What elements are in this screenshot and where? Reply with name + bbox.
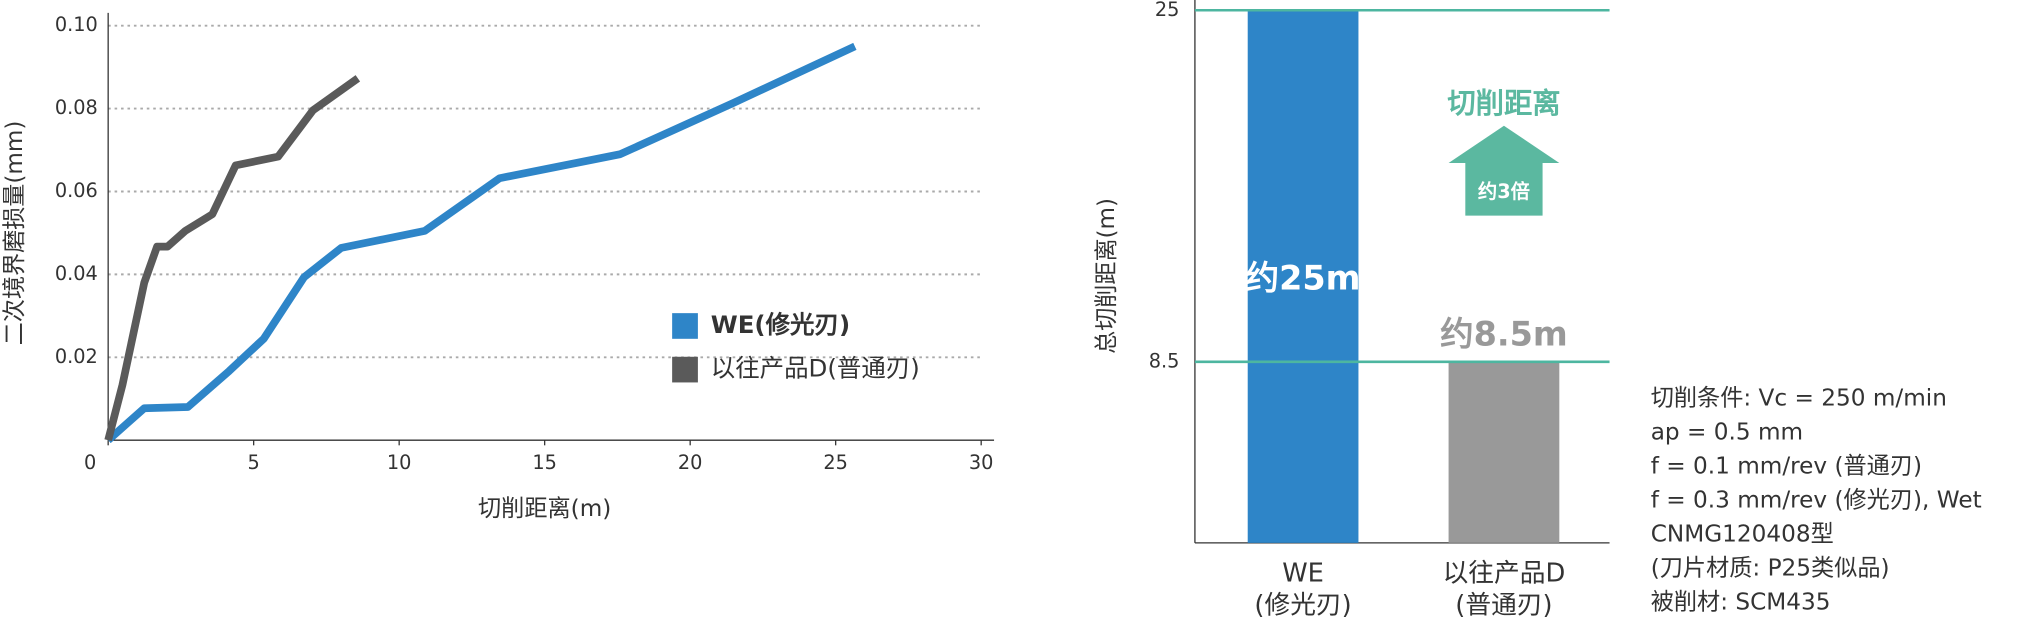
data-line: [104, 75, 361, 442]
note: (刀片材质: P25类似品): [1651, 556, 1890, 582]
x-tick-label: 20: [678, 451, 703, 474]
x-tick-label: 15: [532, 451, 557, 474]
note: CNMG120408型: [1651, 522, 1834, 548]
x-tick-label: 以往产品D (普通刃): [1443, 558, 1566, 620]
y-tick-label: 25: [1155, 0, 1180, 21]
x-tick-label: 30: [969, 451, 994, 474]
bar: [1448, 361, 1560, 543]
note: 切削条件: Vc = 250 m/min: [1651, 386, 1947, 412]
y-tick-label: 0.04: [55, 262, 98, 285]
bar: [1247, 10, 1359, 543]
x-axis-label: 切削距离(m): [478, 496, 611, 522]
y-axis-label: 总切削距离(m): [1094, 198, 1120, 354]
annotation-title: 切削距离: [1447, 87, 1560, 120]
legend-label: 以往产品D(普通刃): [711, 354, 920, 383]
note: ap = 0.5 mm: [1651, 420, 1803, 446]
legend-swatch: [672, 313, 698, 339]
y-tick-label: 8.5: [1149, 349, 1180, 372]
legend-label: WE(修光刃): [711, 310, 850, 339]
y-axis-label: 二次境界磨损量(mm): [2, 121, 28, 346]
arrow: [1448, 125, 1560, 216]
y-tick-label: 0.10: [55, 13, 98, 36]
y-tick-label: 0.06: [55, 179, 98, 202]
value-label: 约25m: [1246, 258, 1361, 297]
x-tick-label: 0: [84, 451, 96, 474]
x-tick-label: 5: [248, 451, 260, 474]
note: 被削材: SCM435: [1651, 590, 1831, 616]
note: f = 0.3 mm/rev (修光刃), Wet: [1651, 488, 1982, 514]
x-tick-label: 25: [823, 451, 848, 474]
data-line: [105, 42, 857, 444]
x-tick-label: 10: [387, 451, 412, 474]
y-tick-label: 0.02: [55, 345, 98, 368]
arrow-label: 约3倍: [1478, 180, 1530, 203]
legend-swatch: [672, 356, 698, 383]
y-tick-label: 0.08: [55, 96, 98, 119]
note: f = 0.1 mm/rev (普通刃): [1651, 454, 1922, 480]
x-tick-label: WE (修光刃): [1254, 558, 1351, 620]
value-label: 约8.5m: [1440, 315, 1568, 354]
